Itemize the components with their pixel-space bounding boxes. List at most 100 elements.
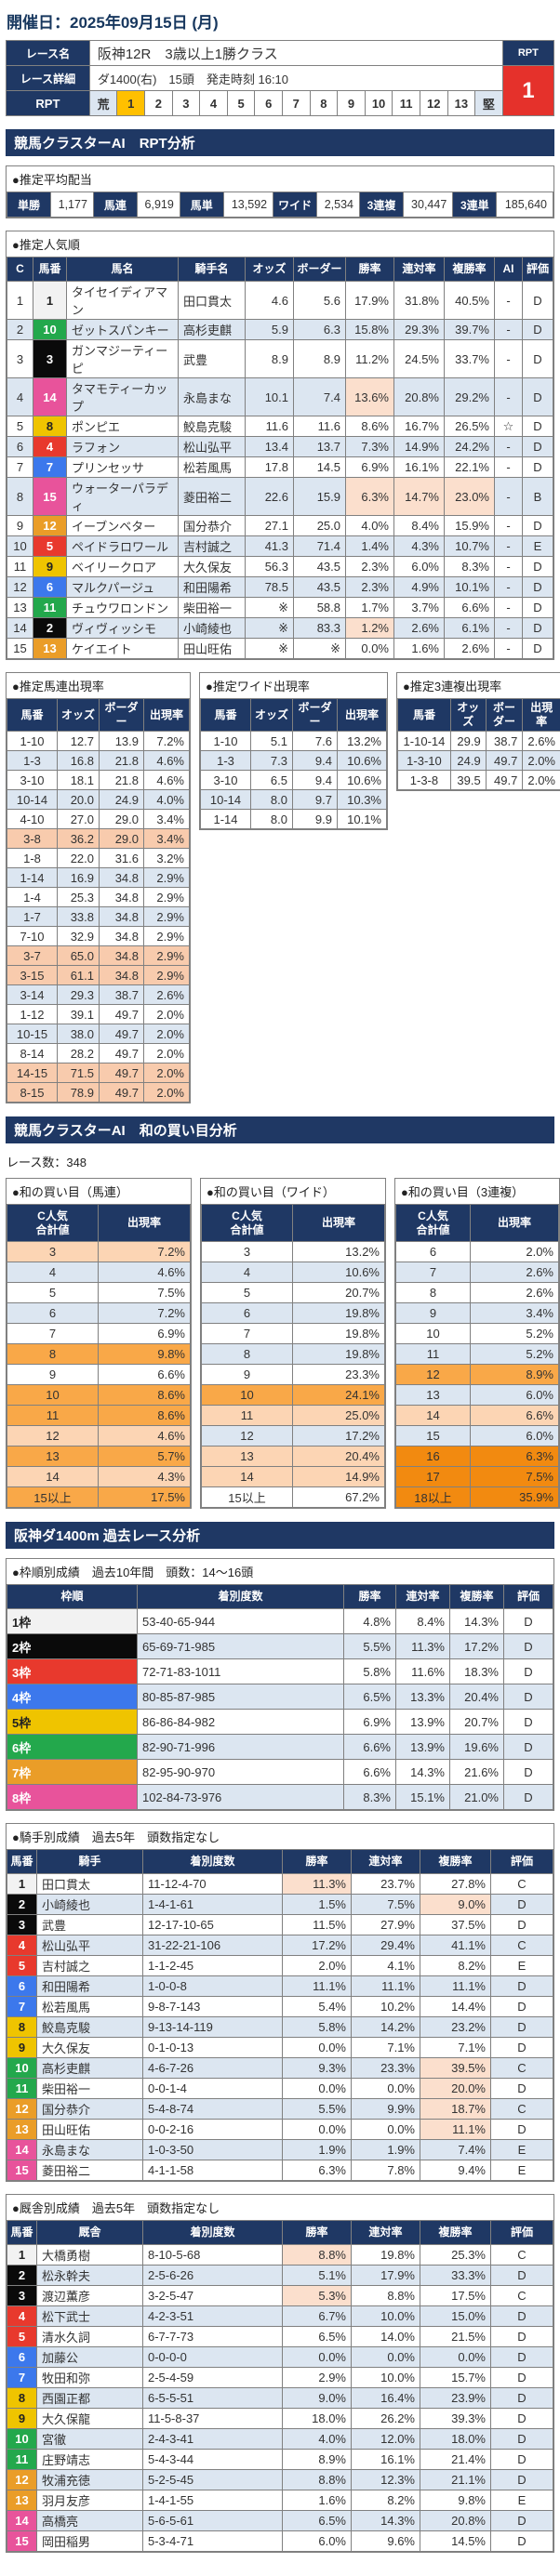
horse-number: 13 (7, 2120, 37, 2140)
win-rate: 5.5% (283, 2099, 352, 2120)
column-header: オッズ (450, 699, 486, 732)
finish-record: 0-0-0-0 (143, 2347, 283, 2368)
rpt-scale-solid[interactable]: 堅 (475, 91, 503, 116)
rpt-row-label: RPT (7, 91, 90, 116)
occurrence-rate: 20.7% (293, 1283, 385, 1303)
occurrence-rate: 6.0% (471, 1426, 559, 1447)
horse-number: 9 (33, 557, 67, 577)
c-popularity-sum: 8 (202, 1344, 293, 1365)
column-header: ボーダー (100, 699, 144, 732)
pair: 1-3 (7, 751, 58, 771)
evaluation: D (523, 516, 553, 536)
column-header: 複勝率 (420, 2221, 491, 2245)
win-rate: 8.8% (283, 2245, 352, 2266)
rpt-scale-11[interactable]: 11 (393, 91, 420, 116)
stable-name: 岡田稲男 (37, 2531, 143, 2552)
c-popularity-sum: 15以上 (7, 1487, 99, 1508)
win-rate: 0.0% (283, 2120, 352, 2140)
horse-number: 14 (7, 2140, 37, 2160)
pair: 3-8 (7, 829, 58, 849)
horse-number: 6 (33, 577, 67, 598)
show-rate: 33.7% (445, 340, 495, 378)
rpt-scale-13[interactable]: 13 (447, 91, 475, 116)
win-rate: 6.5% (344, 1684, 396, 1710)
c-rank: 9 (7, 516, 33, 536)
estimated-payout-box: ●推定平均配当 単勝 1,177 馬連 6,919 馬単 13,592 ワイド … (6, 165, 554, 218)
c-rank: 14 (7, 618, 33, 639)
rpt-scale-5[interactable]: 5 (227, 91, 255, 116)
rpt-scale-3[interactable]: 3 (172, 91, 200, 116)
rpt-scale-6[interactable]: 6 (255, 91, 283, 116)
rpt-scale-9[interactable]: 9 (338, 91, 366, 116)
show-rate: 7.1% (420, 2038, 491, 2058)
ai-mark: - (495, 618, 523, 639)
show-rate: 27.8% (420, 1874, 491, 1895)
finish-record: 0-1-0-13 (143, 2038, 283, 2058)
column-header: 着別度数 (143, 2221, 283, 2245)
border: ※ (294, 639, 346, 659)
horse-name: イーブンベター (67, 516, 179, 536)
win-rate: 1.5% (283, 1895, 352, 1915)
wa-wide-header-row: C人気 合計値出現率 (202, 1205, 385, 1242)
horse-number: 4 (33, 437, 67, 457)
payout-value: 6,919 (137, 192, 180, 218)
evaluation: D (523, 557, 553, 577)
rpt-scale-4[interactable]: 4 (200, 91, 228, 116)
rpt-scale-12[interactable]: 12 (420, 91, 447, 116)
occurrence-rate: 10.6% (338, 771, 387, 790)
occurrence-rate: 2.0% (523, 751, 560, 771)
section-rpt-analysis-title: 競馬クラスターAI RPT分析 (6, 129, 554, 156)
rpt-scale-8[interactable]: 8 (310, 91, 338, 116)
c-rank: 10 (7, 536, 33, 557)
occurrence-rate: 2.9% (144, 946, 190, 966)
pair: 14-15 (7, 1063, 58, 1083)
column-header: 勝率 (346, 258, 394, 282)
occurrence-rate: 6.0% (471, 1385, 559, 1406)
frame-number: 1枠 (7, 1609, 138, 1634)
evaluation: D (523, 378, 553, 416)
quinella-rate: 29.3% (394, 320, 445, 340)
quinella-rate: 27.9% (352, 1915, 420, 1935)
finish-record: 86-86-84-982 (138, 1710, 344, 1735)
rpt-scale-1[interactable]: 1 (117, 91, 145, 116)
horse-number: 9 (7, 2038, 37, 2058)
horse-number: 5 (33, 536, 67, 557)
quinella-rate: 23.7% (352, 1874, 420, 1895)
show-rate: 20.0% (420, 2079, 491, 2099)
rpt-scale-rough[interactable]: 荒 (89, 91, 117, 116)
finish-record: 4-1-1-58 (143, 2160, 283, 2181)
occurrence-rate: 2.0% (144, 1005, 190, 1024)
column-header: 出現率 (144, 699, 190, 732)
evaluation: D (504, 1760, 553, 1785)
occurrence-rate: 35.9% (471, 1487, 559, 1508)
finish-record: 4-6-7-26 (143, 2058, 283, 2079)
quinella-rate: 7.5% (352, 1895, 420, 1915)
column-header: 連対率 (394, 258, 445, 282)
c-popularity-sum: 6 (202, 1303, 293, 1324)
jockey-name: 菱田裕二 (179, 478, 246, 516)
rpt-scale-2[interactable]: 2 (145, 91, 173, 116)
rpt-scale-10[interactable]: 10 (365, 91, 393, 116)
rpt-scale-7[interactable]: 7 (282, 91, 310, 116)
horse-name: タマモティーカップ (67, 378, 179, 416)
occurrence-rate: 8.6% (99, 1385, 191, 1406)
finish-record: 102-84-73-976 (138, 1785, 344, 1810)
pair: 1-12 (7, 1005, 58, 1024)
column-header: 勝率 (344, 1585, 396, 1609)
c-rank: 1 (7, 282, 33, 320)
triple: 1-3-8 (398, 771, 451, 790)
